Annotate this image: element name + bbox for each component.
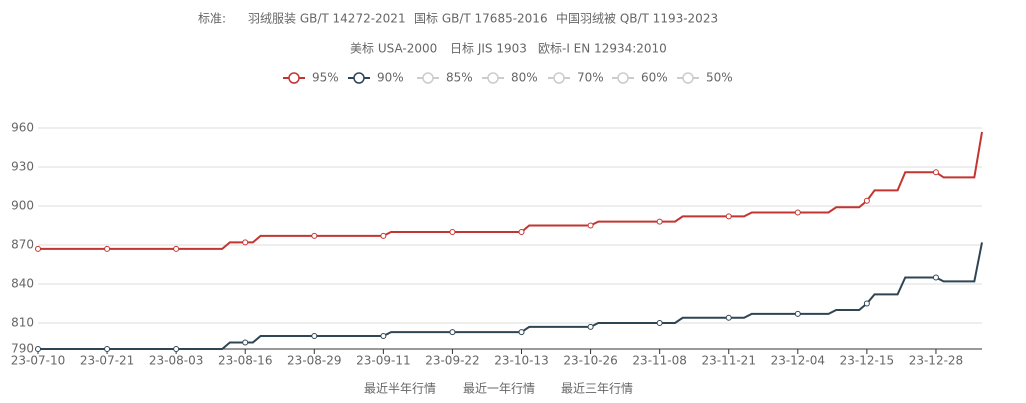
standard-tab[interactable]: 欧标-I EN 12934:2010: [538, 42, 667, 56]
data-point: [794, 310, 801, 317]
x-tick-label: 23-08-03: [149, 354, 203, 368]
legend-icon: [288, 72, 300, 84]
data-point: [104, 346, 111, 352]
x-tick-label: 23-11-08: [632, 354, 686, 368]
data-point: [311, 232, 318, 239]
standard-tab[interactable]: 国标 GB/T 17685-2016: [414, 12, 548, 26]
x-tick-label: 23-12-04: [771, 354, 825, 368]
data-point: [932, 169, 939, 176]
data-point: [656, 218, 663, 225]
legend-label[interactable]: 50%: [706, 71, 733, 85]
range-option[interactable]: 最近一年行情: [463, 382, 535, 396]
standard-tab[interactable]: 美标 USA-2000: [350, 42, 437, 56]
legend-label[interactable]: 90%: [377, 71, 404, 85]
x-tick-label: 23-12-15: [840, 354, 894, 368]
y-tick-label: 810: [11, 316, 34, 330]
data-point: [656, 320, 663, 326]
data-point: [242, 239, 249, 246]
x-tick-label: 23-08-16: [218, 354, 272, 368]
series-line: [38, 242, 983, 350]
legend-label[interactable]: 70%: [577, 71, 604, 85]
x-tick-label: 23-09-11: [356, 354, 410, 368]
x-tick-label: 23-08-29: [287, 354, 341, 368]
data-point: [587, 222, 594, 229]
y-tick-label: 900: [11, 199, 34, 213]
data-point: [725, 213, 732, 220]
data-point: [311, 333, 318, 339]
legend-icon: [617, 72, 629, 84]
x-tick-label: 23-11-21: [701, 354, 755, 368]
y-tick-label: 840: [11, 277, 34, 291]
x-tick-label: 23-07-10: [11, 354, 65, 368]
standard-tab[interactable]: 中国羽绒被 QB/T 1193-2023: [556, 11, 718, 26]
x-tick-label: 23-07-21: [80, 354, 134, 368]
data-point: [794, 209, 801, 216]
legend-icon: [353, 72, 365, 84]
data-point: [518, 329, 525, 336]
data-point: [35, 346, 41, 352]
legend-label[interactable]: 80%: [511, 71, 538, 85]
standard-tab[interactable]: 羽绒服装 GB/T 14272-2021: [248, 12, 406, 26]
y-tick-label: 790: [11, 342, 34, 356]
standard-tab[interactable]: 日标 JIS 1903: [450, 42, 527, 56]
data-point: [173, 346, 180, 352]
data-point: [242, 339, 249, 346]
x-tick-label: 23-10-26: [563, 354, 617, 368]
data-point: [449, 329, 456, 336]
standard-label: 标准:: [198, 12, 226, 26]
legend-label[interactable]: 95%: [312, 71, 339, 85]
legend-icon: [682, 72, 694, 84]
data-point: [35, 245, 41, 252]
data-point: [449, 229, 456, 235]
legend-icon: [553, 72, 565, 84]
data-point: [863, 300, 870, 307]
y-tick-label: 960: [11, 121, 34, 135]
data-point: [863, 197, 870, 204]
x-tick-label: 23-10-13: [494, 354, 548, 368]
y-tick-label: 870: [11, 238, 34, 252]
data-point: [380, 232, 387, 239]
x-tick-label: 23-09-22: [425, 354, 479, 368]
data-point: [104, 245, 111, 252]
data-point: [932, 274, 939, 281]
y-tick-label: 930: [11, 160, 34, 174]
data-point: [518, 229, 525, 235]
legend-icon: [422, 72, 434, 84]
range-option[interactable]: 最近三年行情: [561, 382, 633, 396]
data-point: [725, 314, 732, 321]
data-point: [173, 245, 180, 252]
legend-label[interactable]: 60%: [641, 71, 668, 85]
legend-label[interactable]: 85%: [446, 71, 473, 85]
data-point: [380, 333, 387, 339]
series-line: [38, 131, 983, 250]
range-option[interactable]: 最近半年行情: [364, 382, 436, 396]
data-point: [587, 323, 594, 330]
legend-icon: [487, 72, 499, 84]
x-tick-label: 23-12-28: [909, 354, 963, 368]
